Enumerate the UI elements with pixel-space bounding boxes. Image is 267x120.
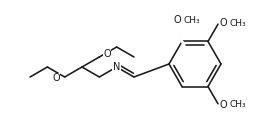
Text: O: O <box>173 15 180 25</box>
Text: CH₃: CH₃ <box>230 19 247 28</box>
Text: CH₃: CH₃ <box>230 100 247 109</box>
Text: O: O <box>220 100 228 110</box>
Text: O: O <box>52 73 60 83</box>
Text: CH₃: CH₃ <box>183 16 200 25</box>
Text: N: N <box>113 62 120 72</box>
Text: O: O <box>220 18 228 28</box>
Text: O: O <box>103 49 111 59</box>
